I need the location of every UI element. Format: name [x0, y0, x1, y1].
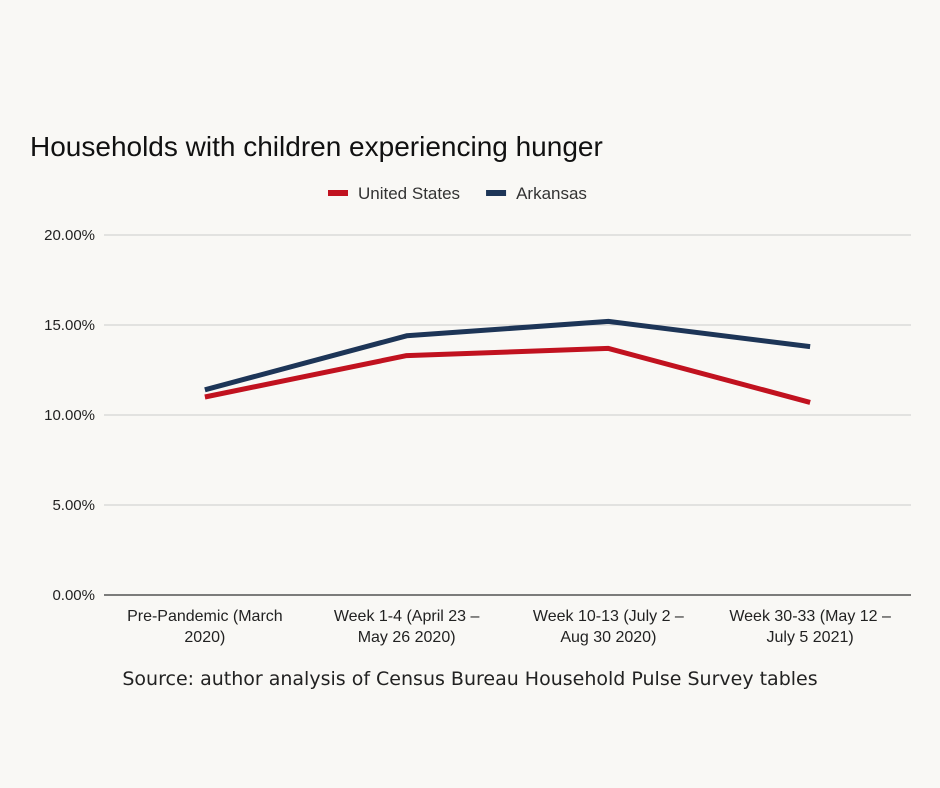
y-tick-label: 0.00%	[52, 587, 95, 604]
legend: United States Arkansas	[328, 184, 587, 203]
x-tick-label: Week 30-33 (May 12 – July 5 2021)	[729, 608, 891, 646]
x-axis-ticks: Pre-Pandemic (March 2020) Week 1-4 (April …	[127, 608, 891, 646]
y-tick-label: 10.00%	[44, 407, 95, 424]
series-lines	[204, 318, 811, 405]
legend-label-united-states: United States	[358, 184, 460, 203]
gridlines	[104, 234, 911, 506]
legend-swatch-united-states	[328, 190, 348, 196]
legend-swatch-arkansas	[486, 190, 507, 196]
x-tick-label: Week 1-4 (April 23 – May 26 2020)	[334, 608, 480, 646]
source-note: Source: author analysis of Census Bureau…	[122, 668, 817, 690]
x-tick-label: Pre-Pandemic (March 2020)	[127, 608, 283, 646]
y-tick-label: 20.00%	[44, 227, 95, 244]
y-tick-label: 15.00%	[44, 317, 95, 334]
x-tick-label: Week 10-13 (July 2 – Aug 30 2020)	[533, 608, 684, 646]
y-axis-ticks: 0.00% 5.00% 10.00% 15.00% 20.00%	[44, 227, 95, 604]
series-line-united-states	[204, 345, 811, 405]
series-line-arkansas	[204, 318, 811, 393]
legend-label-arkansas: Arkansas	[516, 184, 587, 203]
y-tick-label: 5.00%	[52, 497, 95, 514]
chart-title: Households with children experiencing hu…	[30, 131, 603, 162]
